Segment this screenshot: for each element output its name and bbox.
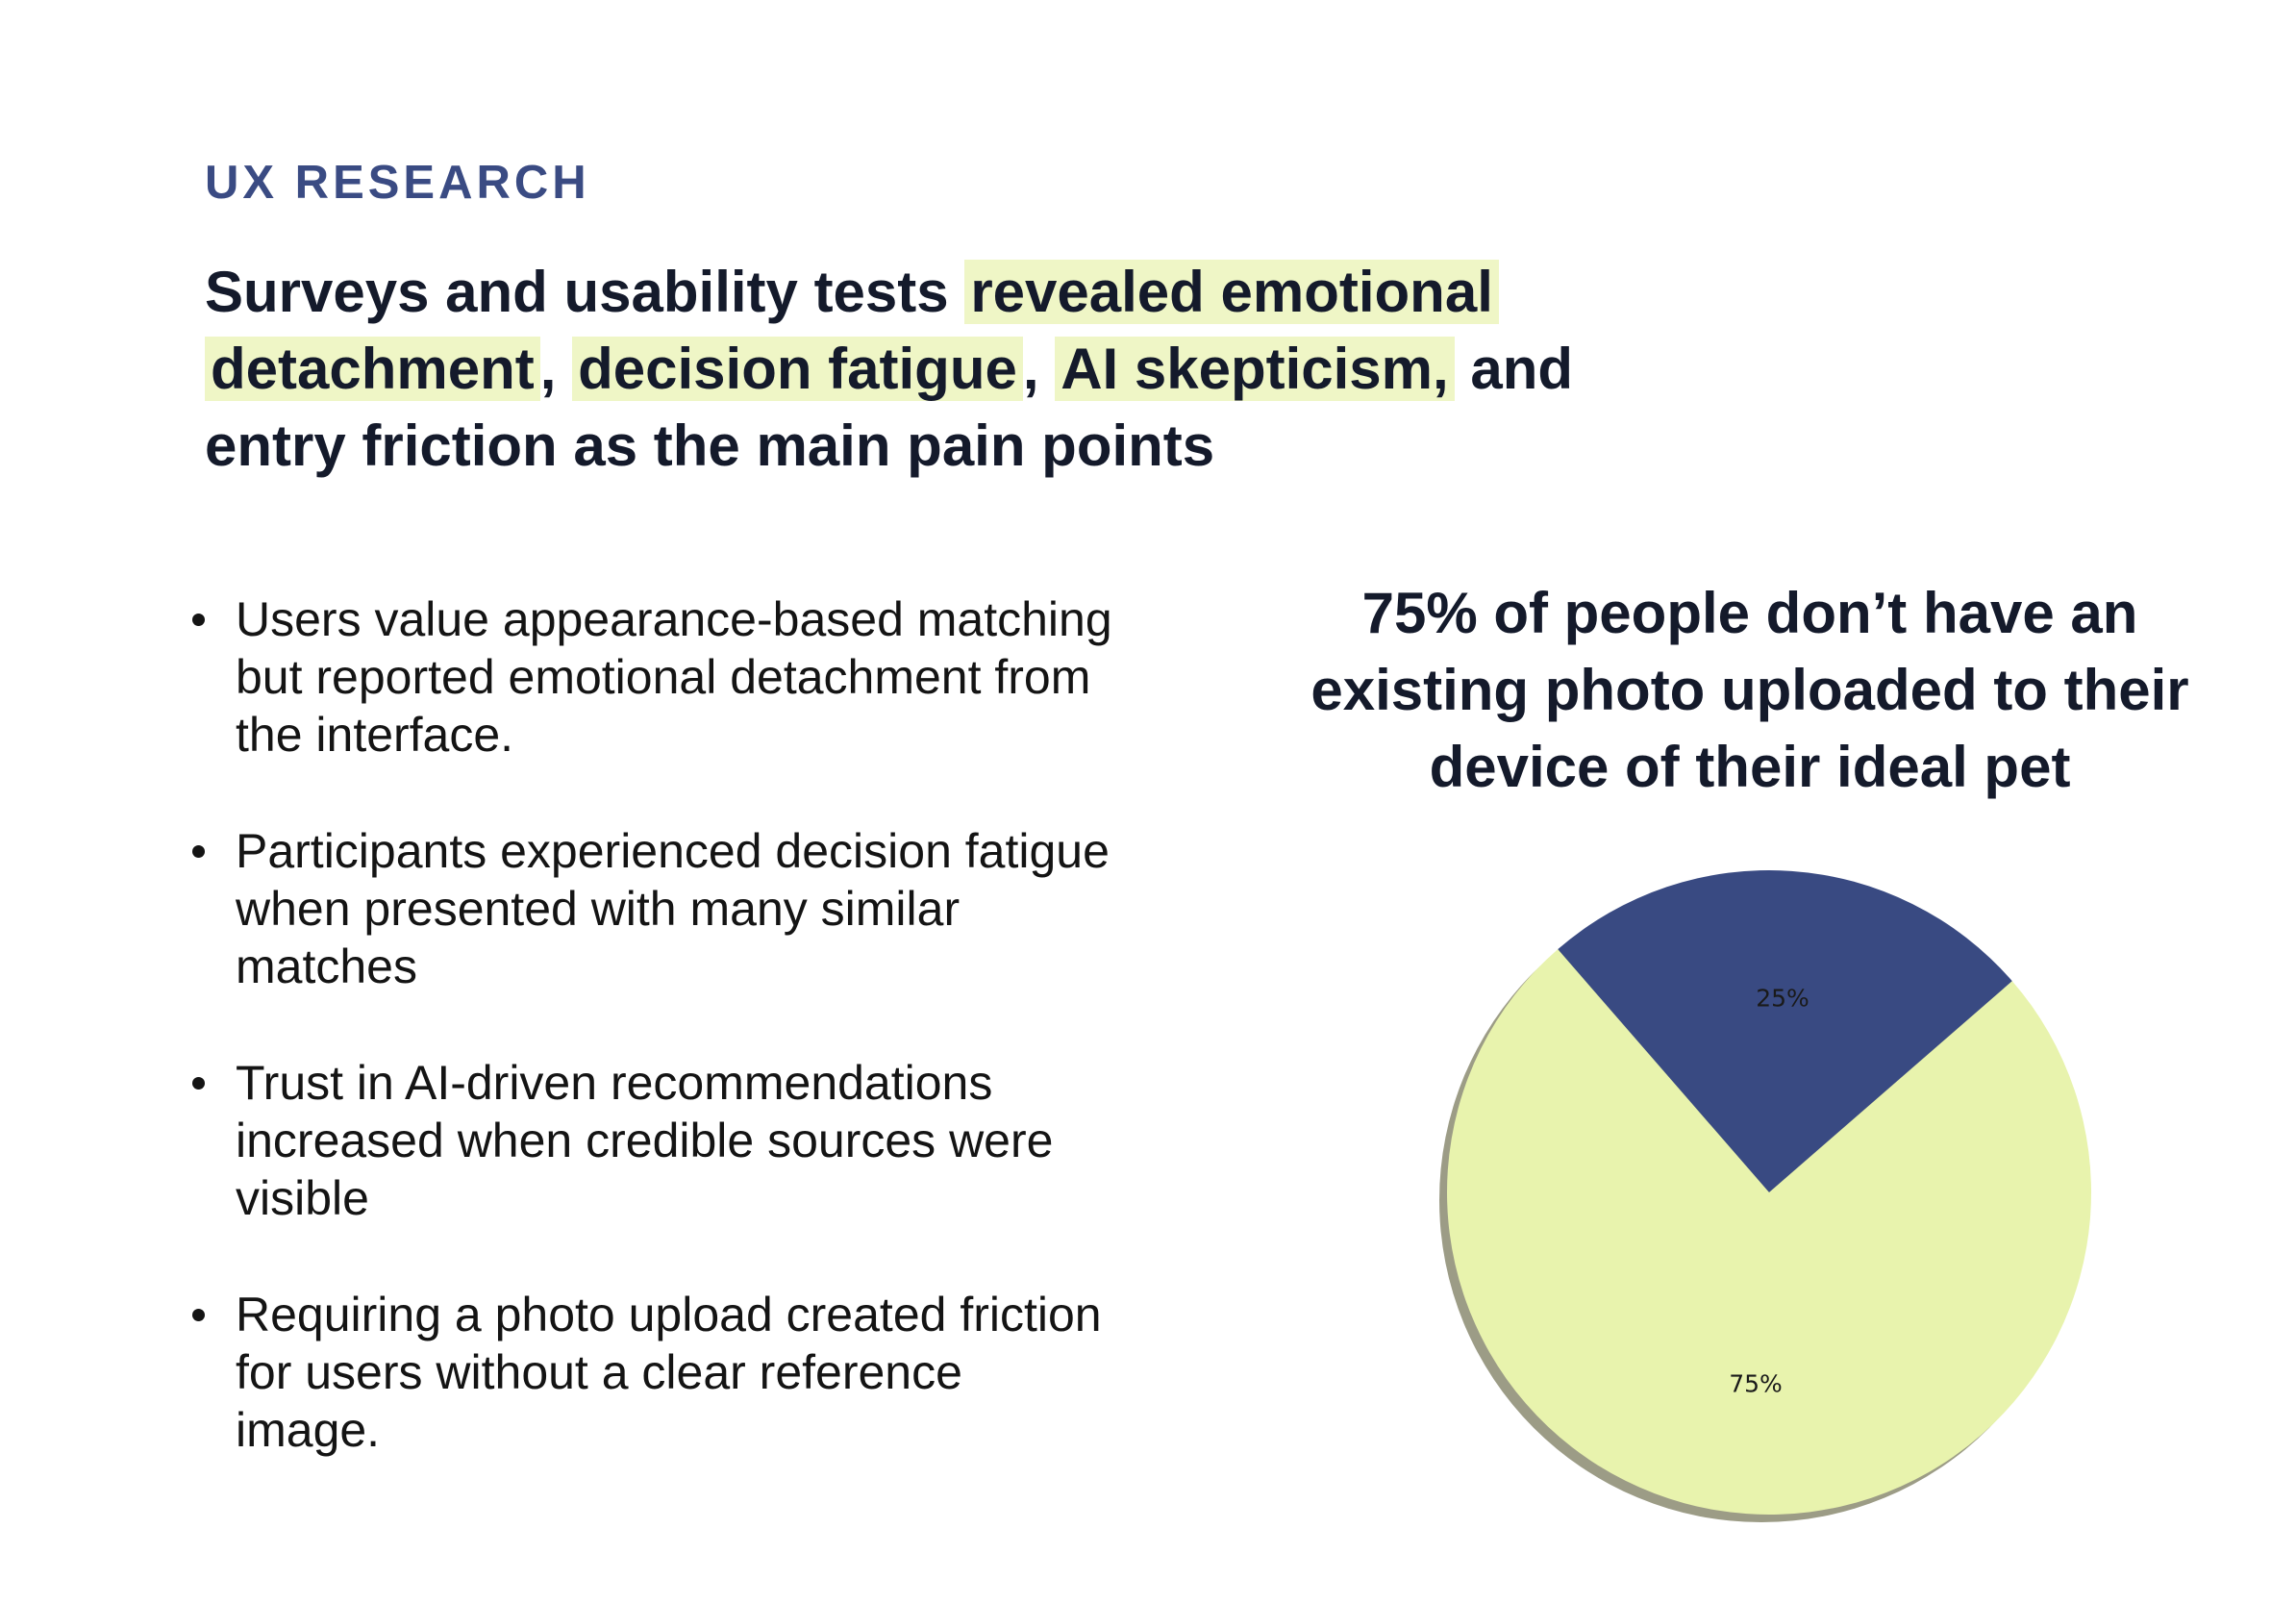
finding-item: Trust in AI-driven recommendations incre… [192, 1054, 1115, 1227]
pie-chart: 25% 75% [1439, 870, 2091, 1522]
pie-slice [1558, 870, 2012, 1192]
findings-list: Users value appearance-based matching bu… [192, 590, 1115, 1517]
finding-text: Participants experienced decision fatigu… [236, 824, 1110, 993]
finding-item: Participants experienced decision fatigu… [192, 822, 1115, 995]
headline: Surveys and usability tests revealed emo… [205, 254, 1647, 485]
finding-text: Users value appearance-based matching bu… [236, 592, 1112, 762]
headline-text: Surveys and usability tests [205, 260, 965, 324]
headline-highlight: decision fatigue [572, 337, 1023, 401]
finding-item: Users value appearance-based matching bu… [192, 590, 1115, 764]
chart-title: 75% of people don’t have an existing pho… [1310, 581, 2189, 799]
bullet-dot-icon [192, 1309, 205, 1321]
pie-slice-label: 75% [1729, 1370, 1783, 1398]
headline-text: and entry friction as the main pain poin… [205, 337, 1574, 478]
headline-highlight: AI skepticism, [1055, 337, 1455, 401]
finding-item: Requiring a photo upload created frictio… [192, 1286, 1115, 1459]
bullet-dot-icon [192, 1077, 205, 1090]
finding-text: Trust in AI-driven recommendations incre… [236, 1056, 1054, 1225]
section-eyebrow: UX RESEARCH [205, 157, 590, 209]
finding-text: Requiring a photo upload created frictio… [236, 1288, 1102, 1457]
headline-text: , [1022, 337, 1056, 401]
pie-slice-label: 25% [1756, 984, 1809, 1012]
bullet-dot-icon [192, 614, 205, 626]
headline-text: , [539, 337, 573, 401]
bullet-dot-icon [192, 845, 205, 858]
pie-slice [1447, 949, 2091, 1515]
